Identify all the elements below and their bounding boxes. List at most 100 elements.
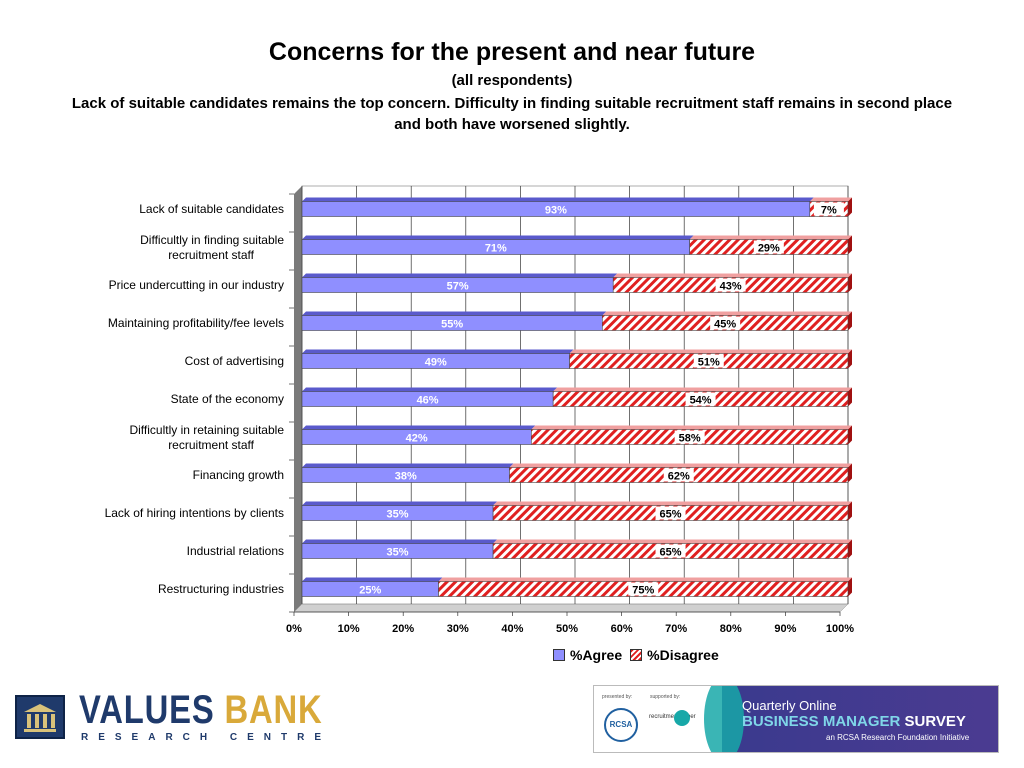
data-label-agree: 71% (485, 243, 507, 255)
x-tick-label: 80% (720, 623, 742, 635)
x-tick-label: 70% (665, 623, 687, 635)
category-label: Financing growth (193, 468, 284, 482)
chart-legend: %Agree %Disagree (553, 647, 719, 663)
data-label-agree: 49% (425, 357, 447, 369)
bar-agree-top (302, 577, 443, 582)
data-label-disagree: 43% (720, 281, 742, 293)
x-tick-label: 90% (774, 623, 796, 635)
data-label-bg (710, 316, 741, 330)
bar-end-face (848, 349, 852, 369)
data-label-bg (674, 430, 705, 444)
category-label: Lack of suitable candidates (139, 202, 284, 216)
bar-end-face (848, 197, 852, 217)
banner-presented-label: presented by: (602, 694, 633, 700)
banner-line-2: BUSINESS MANAGER SURVEY (742, 713, 966, 730)
bar-end-face (848, 235, 852, 255)
bar-disagree-top (809, 197, 852, 202)
x-tick-label: 30% (447, 623, 469, 635)
category-label: Restructuring industries (158, 582, 284, 596)
banner-swoosh-icon (704, 686, 744, 752)
bar-end-face (848, 425, 852, 445)
data-label-disagree: 75% (632, 585, 654, 597)
data-label-bg (655, 506, 686, 520)
x-tick-label: 50% (556, 623, 578, 635)
category-label: Difficultly in retaining suitable (129, 423, 284, 437)
bar-end-face (848, 577, 852, 597)
category-label: Difficultly in finding suitable (140, 233, 284, 247)
category-label: Lack of hiring intentions by clients (105, 506, 284, 520)
category-label: Maintaining profitability/fee levels (108, 316, 284, 330)
recruitment-super-logo: recruitment super (649, 714, 696, 720)
data-label-agree: 42% (406, 433, 428, 445)
banner-line-1: Quarterly Online (742, 698, 837, 713)
data-label-bg (715, 278, 746, 292)
data-label-bg (693, 354, 724, 368)
bar-agree-top (302, 197, 814, 202)
bar-disagree-top (602, 311, 852, 316)
data-label-bg (753, 240, 784, 254)
bar-agree-top (302, 463, 514, 468)
category-label: Industrial relations (187, 544, 284, 558)
data-label-bg (655, 544, 686, 558)
bar-disagree-top (493, 501, 852, 506)
bar-disagree-top (613, 273, 852, 278)
bar-end-face (848, 463, 852, 483)
data-label-disagree: 45% (714, 319, 736, 331)
bar-agree-top (302, 425, 536, 430)
data-label-agree: 55% (441, 319, 463, 331)
data-label-agree: 38% (395, 471, 417, 483)
legend-swatch-agree (553, 649, 565, 661)
category-label: Cost of advertising (185, 354, 284, 368)
bar-agree-top (302, 387, 558, 392)
data-label-disagree: 51% (698, 357, 720, 369)
x-tick-label: 10% (338, 623, 360, 635)
brand-subtitle: RESEARCH CENTRE (81, 732, 332, 743)
bar-end-face (848, 311, 852, 331)
bar-disagree-top (509, 463, 852, 468)
data-label-agree: 35% (387, 547, 409, 559)
x-tick-label: 100% (826, 623, 854, 635)
bar-agree-top (302, 539, 498, 544)
recruitment-super-icon (674, 710, 690, 726)
x-tick-label: 0% (286, 623, 302, 635)
legend-swatch-disagree (630, 649, 643, 661)
x-tick-label: 20% (392, 623, 414, 635)
chart-headline: Lack of suitable candidates remains the … (71, 95, 953, 133)
bar-disagree-top (531, 425, 852, 430)
banner-title-panel (722, 686, 998, 752)
data-label-bg (663, 468, 694, 482)
data-label-bg (628, 582, 659, 596)
data-label-agree: 93% (545, 205, 567, 217)
data-label-agree: 35% (387, 509, 409, 521)
bar-disagree-top (438, 577, 852, 582)
legend-item-agree: %Agree (553, 647, 622, 663)
legend-item-disagree: %Disagree (630, 647, 719, 663)
data-label-disagree: 65% (660, 509, 682, 521)
bar-end-face (848, 387, 852, 407)
bar-agree-top (302, 273, 618, 278)
survey-banner: presented by: supported by: RCSA recruit… (593, 685, 999, 753)
data-label-disagree: 7% (821, 205, 837, 217)
bar-agree-top (302, 501, 498, 506)
data-label-agree: 25% (359, 585, 381, 597)
bar-agree-top (302, 235, 694, 240)
category-label: Price undercutting in our industry (109, 278, 284, 292)
bar-disagree-top (689, 235, 852, 240)
brand-name: VALUES BANK (79, 688, 323, 732)
category-label: recruitment staff (168, 438, 254, 452)
category-label: State of the economy (171, 392, 284, 406)
chart-side-wall (294, 186, 302, 612)
bank-building-icon (15, 695, 65, 739)
x-tick-label: 40% (501, 623, 523, 635)
data-label-bg (685, 392, 716, 406)
bar-disagree-top (493, 539, 852, 544)
data-label-agree: 57% (447, 281, 469, 293)
bar-end-face (848, 539, 852, 559)
data-label-disagree: 29% (758, 243, 780, 255)
banner-line-3: an RCSA Research Foundation Initiative (826, 733, 970, 742)
data-label-disagree: 58% (679, 433, 701, 445)
data-label-disagree: 54% (690, 395, 712, 407)
bar-disagree-top (553, 387, 852, 392)
chart-subtitle: (all respondents) (451, 72, 573, 89)
